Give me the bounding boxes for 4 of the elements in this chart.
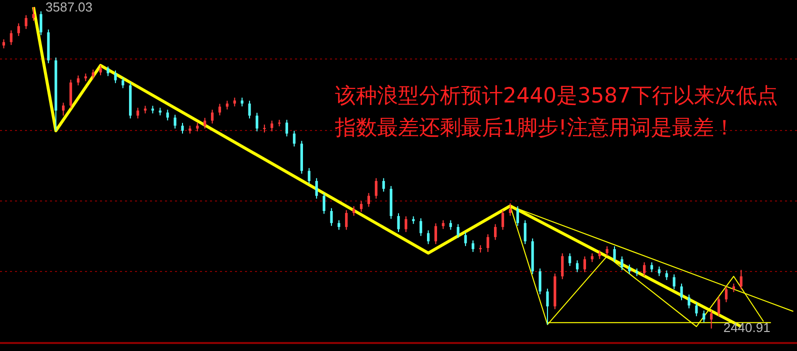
annotation: 3587.03: [46, 0, 93, 15]
annotation: 2440.91: [723, 320, 770, 336]
annotation: 该种浪型分析预计2440是3587下行以来次低点: [335, 83, 778, 108]
annotation: 指数最差还剩最后1脚步!注意用词是最差！: [334, 115, 735, 140]
